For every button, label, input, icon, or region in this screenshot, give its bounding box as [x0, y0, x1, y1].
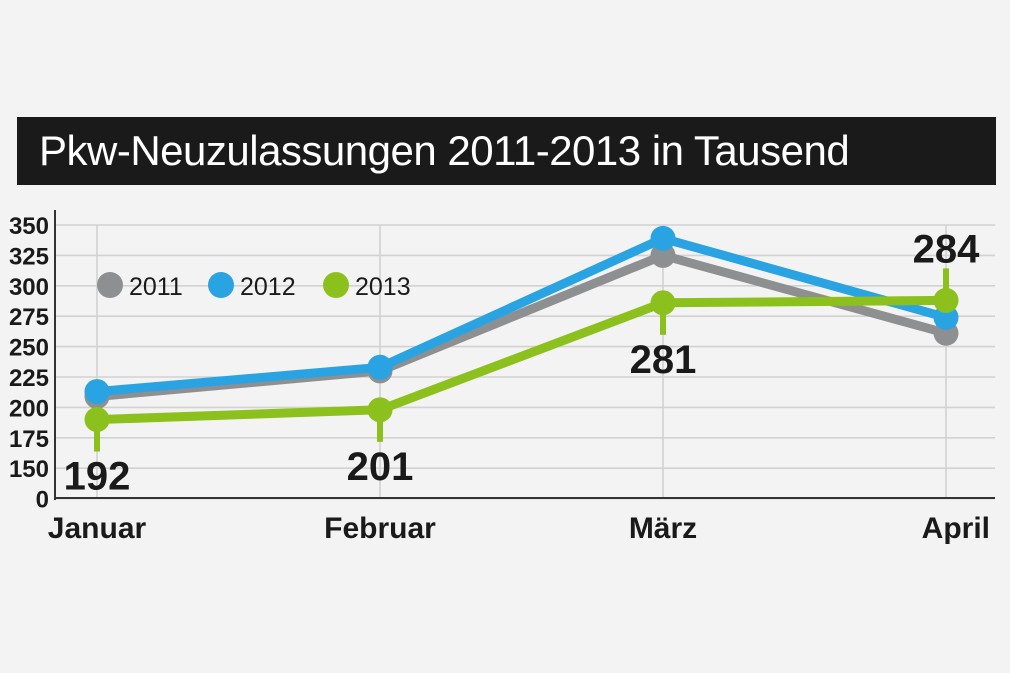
chart-legend: 2011 2012 2013: [97, 272, 411, 301]
chart-title: Pkw-Neuzulassungen 2011-2013 in Tausend: [39, 127, 850, 174]
series-line: [92, 295, 951, 425]
chart-series: [84, 225, 959, 433]
y-tick-label: 175: [9, 426, 49, 453]
series-line: [92, 233, 951, 397]
legend-label: 2013: [355, 273, 411, 301]
data-label: 192: [64, 455, 131, 499]
y-tick-label: 250: [9, 335, 49, 362]
y-tick-label: 300: [9, 274, 49, 301]
y-tick-label: 150: [9, 456, 49, 483]
x-tick-label: März: [629, 512, 697, 545]
y-tick-label: 325: [9, 243, 49, 270]
data-label: 281: [630, 338, 697, 382]
data-point: [650, 225, 676, 251]
y-axis-ticks: 350 325 300 275 250 225 200 175 150 0: [9, 213, 49, 514]
x-axis-labels: Januar Februar März April: [48, 512, 990, 545]
legend-marker: [208, 272, 234, 298]
data-point: [84, 379, 110, 405]
data-label: 284: [913, 227, 980, 271]
legend-marker: [323, 272, 349, 298]
y-tick-label: 275: [9, 304, 49, 331]
x-tick-label: Februar: [324, 512, 436, 545]
y-tick-label: 0: [36, 487, 49, 514]
data-label: 201: [347, 445, 414, 489]
legend-marker: [97, 272, 123, 298]
data-point: [367, 354, 393, 380]
chart-data-labels: 192 201 281 284: [64, 227, 980, 498]
y-tick-label: 200: [9, 395, 49, 422]
y-tick-label: 350: [9, 213, 49, 240]
x-tick-label: April: [922, 512, 990, 545]
legend-label: 2012: [240, 273, 296, 301]
y-tick-label: 225: [9, 365, 49, 392]
legend-label: 2011: [129, 273, 183, 301]
title-bar: Pkw-Neuzulassungen 2011-2013 in Tausend: [17, 117, 996, 185]
x-tick-label: Januar: [48, 512, 147, 545]
